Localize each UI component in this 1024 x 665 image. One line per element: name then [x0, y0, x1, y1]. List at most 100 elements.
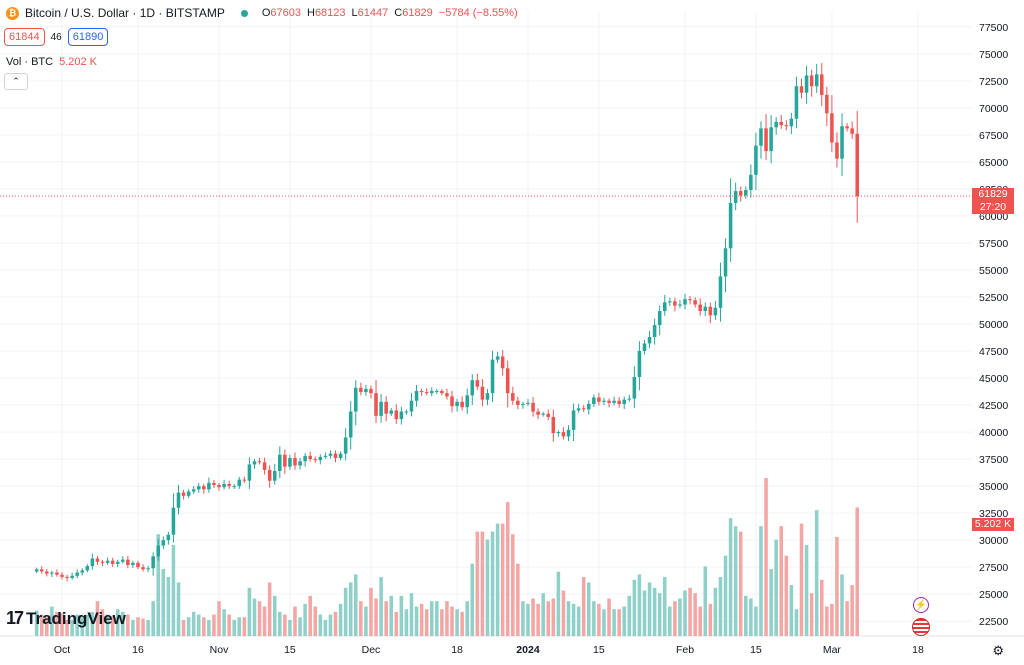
candle-body: [252, 461, 257, 465]
volume-bar: [738, 531, 743, 636]
volume-bar: [75, 614, 79, 636]
candle-body: [830, 113, 834, 143]
candle-body: [399, 411, 404, 420]
candle-body: [435, 391, 439, 393]
time-tick-label: 15: [750, 644, 762, 656]
candle-body: [191, 489, 196, 492]
volume-bar: [612, 609, 616, 636]
candle-body: [662, 302, 667, 312]
candle-body: [855, 133, 859, 197]
buy-button[interactable]: 61890: [67, 28, 109, 46]
volume-legend: Vol · BTC 5.202 K: [6, 56, 97, 68]
candle-body: [450, 396, 454, 407]
volume-bar: [166, 577, 171, 636]
candle-body: [516, 400, 520, 406]
volume-bar: [799, 523, 804, 636]
volume-bar: [414, 606, 419, 636]
volume-bar: [389, 595, 394, 636]
time-tick-label: 15: [284, 644, 296, 656]
volume-bar: [252, 598, 257, 636]
candle-body: [65, 576, 69, 578]
candle-body: [55, 572, 59, 575]
volume-bar: [652, 587, 657, 636]
volume-bar: [288, 619, 292, 636]
volume-bar: [34, 610, 39, 636]
candle-body: [105, 560, 110, 563]
volume-bar: [364, 606, 368, 636]
volume-bar: [789, 585, 794, 636]
candle-body: [744, 189, 748, 196]
candle-body: [156, 545, 161, 557]
volume-bar: [668, 606, 672, 636]
candle-body: [688, 299, 692, 301]
price-tick-label: 27500: [979, 562, 1008, 574]
candle-body: [541, 413, 545, 415]
candle-body: [668, 301, 672, 303]
sell-button[interactable]: 61844: [4, 28, 45, 46]
volume-bar: [511, 534, 515, 636]
volume-label[interactable]: Vol · BTC: [6, 56, 54, 68]
candle-body: [283, 454, 287, 467]
open-value: 67603: [270, 7, 301, 19]
candle-body: [359, 387, 363, 393]
volume-bar: [445, 601, 449, 636]
candle-body: [90, 558, 95, 567]
volume-bar: [642, 590, 647, 636]
us-flag-icon[interactable]: [912, 618, 930, 636]
candle-body: [819, 74, 824, 95]
volume-bar: [237, 617, 242, 636]
candle-body: [581, 408, 586, 410]
candle-body: [754, 145, 758, 175]
volume-bar: [384, 601, 388, 636]
volume-bar: [121, 611, 125, 636]
collapse-legend-button[interactable]: ⌃: [4, 73, 28, 90]
volume-bar: [186, 617, 191, 636]
candle-body: [485, 393, 490, 400]
time-axis[interactable]: Oct 16 Nov 15 Dec 18 2024 15 Feb 15 Mar 18: [54, 644, 924, 656]
volume-bar: [171, 544, 176, 636]
volume-bar: [809, 593, 814, 636]
price-axis[interactable]: 7750075000725007000067500650006250060000…: [979, 22, 1008, 628]
candle-body: [809, 75, 814, 87]
candle-body: [85, 566, 90, 571]
volume-bar: [561, 590, 566, 636]
time-tick-label: Nov: [210, 644, 229, 656]
candle-body: [708, 306, 713, 316]
candle-body: [171, 507, 176, 535]
price-tick-label: 22500: [979, 616, 1008, 628]
candle-body: [151, 556, 155, 569]
candle-body: [779, 121, 784, 126]
volume-bar: [100, 609, 105, 636]
lightning-icon[interactable]: ⚡: [913, 597, 929, 613]
bitcoin-icon: ₿: [6, 6, 19, 20]
candle-body: [404, 411, 409, 413]
volume-bar: [161, 569, 166, 636]
volume-bar: [546, 601, 551, 636]
symbol-title[interactable]: Bitcoin / U.S. Dollar · 1D · BITSTAMP: [25, 6, 225, 20]
volume-bar: [703, 566, 708, 636]
price-tick-label: 77500: [979, 22, 1008, 34]
volume-bar: [683, 590, 687, 636]
tradingview-logo[interactable]: 17 TradingView: [6, 608, 126, 629]
candle-body: [80, 570, 85, 573]
candle-body: [652, 325, 657, 337]
volume-bar: [217, 601, 221, 636]
candle-body: [526, 402, 530, 404]
candle-body: [131, 562, 135, 565]
candle-body: [100, 561, 105, 563]
candle-body: [612, 400, 616, 403]
volume-bar: [698, 606, 702, 636]
candle-body: [328, 453, 333, 456]
volume-bar: [45, 617, 49, 636]
volume-bar: [55, 611, 59, 636]
candle-body: [733, 191, 738, 203]
candle-body: [723, 248, 728, 277]
volume-bar: [764, 478, 768, 636]
candle-body: [445, 393, 449, 397]
candle-body: [414, 391, 419, 401]
volume-bar: [399, 595, 404, 636]
tradingview-logo-mark: 17: [6, 608, 24, 628]
settings-gear-icon[interactable]: ⚙: [992, 643, 1004, 658]
candle-body: [298, 461, 302, 466]
